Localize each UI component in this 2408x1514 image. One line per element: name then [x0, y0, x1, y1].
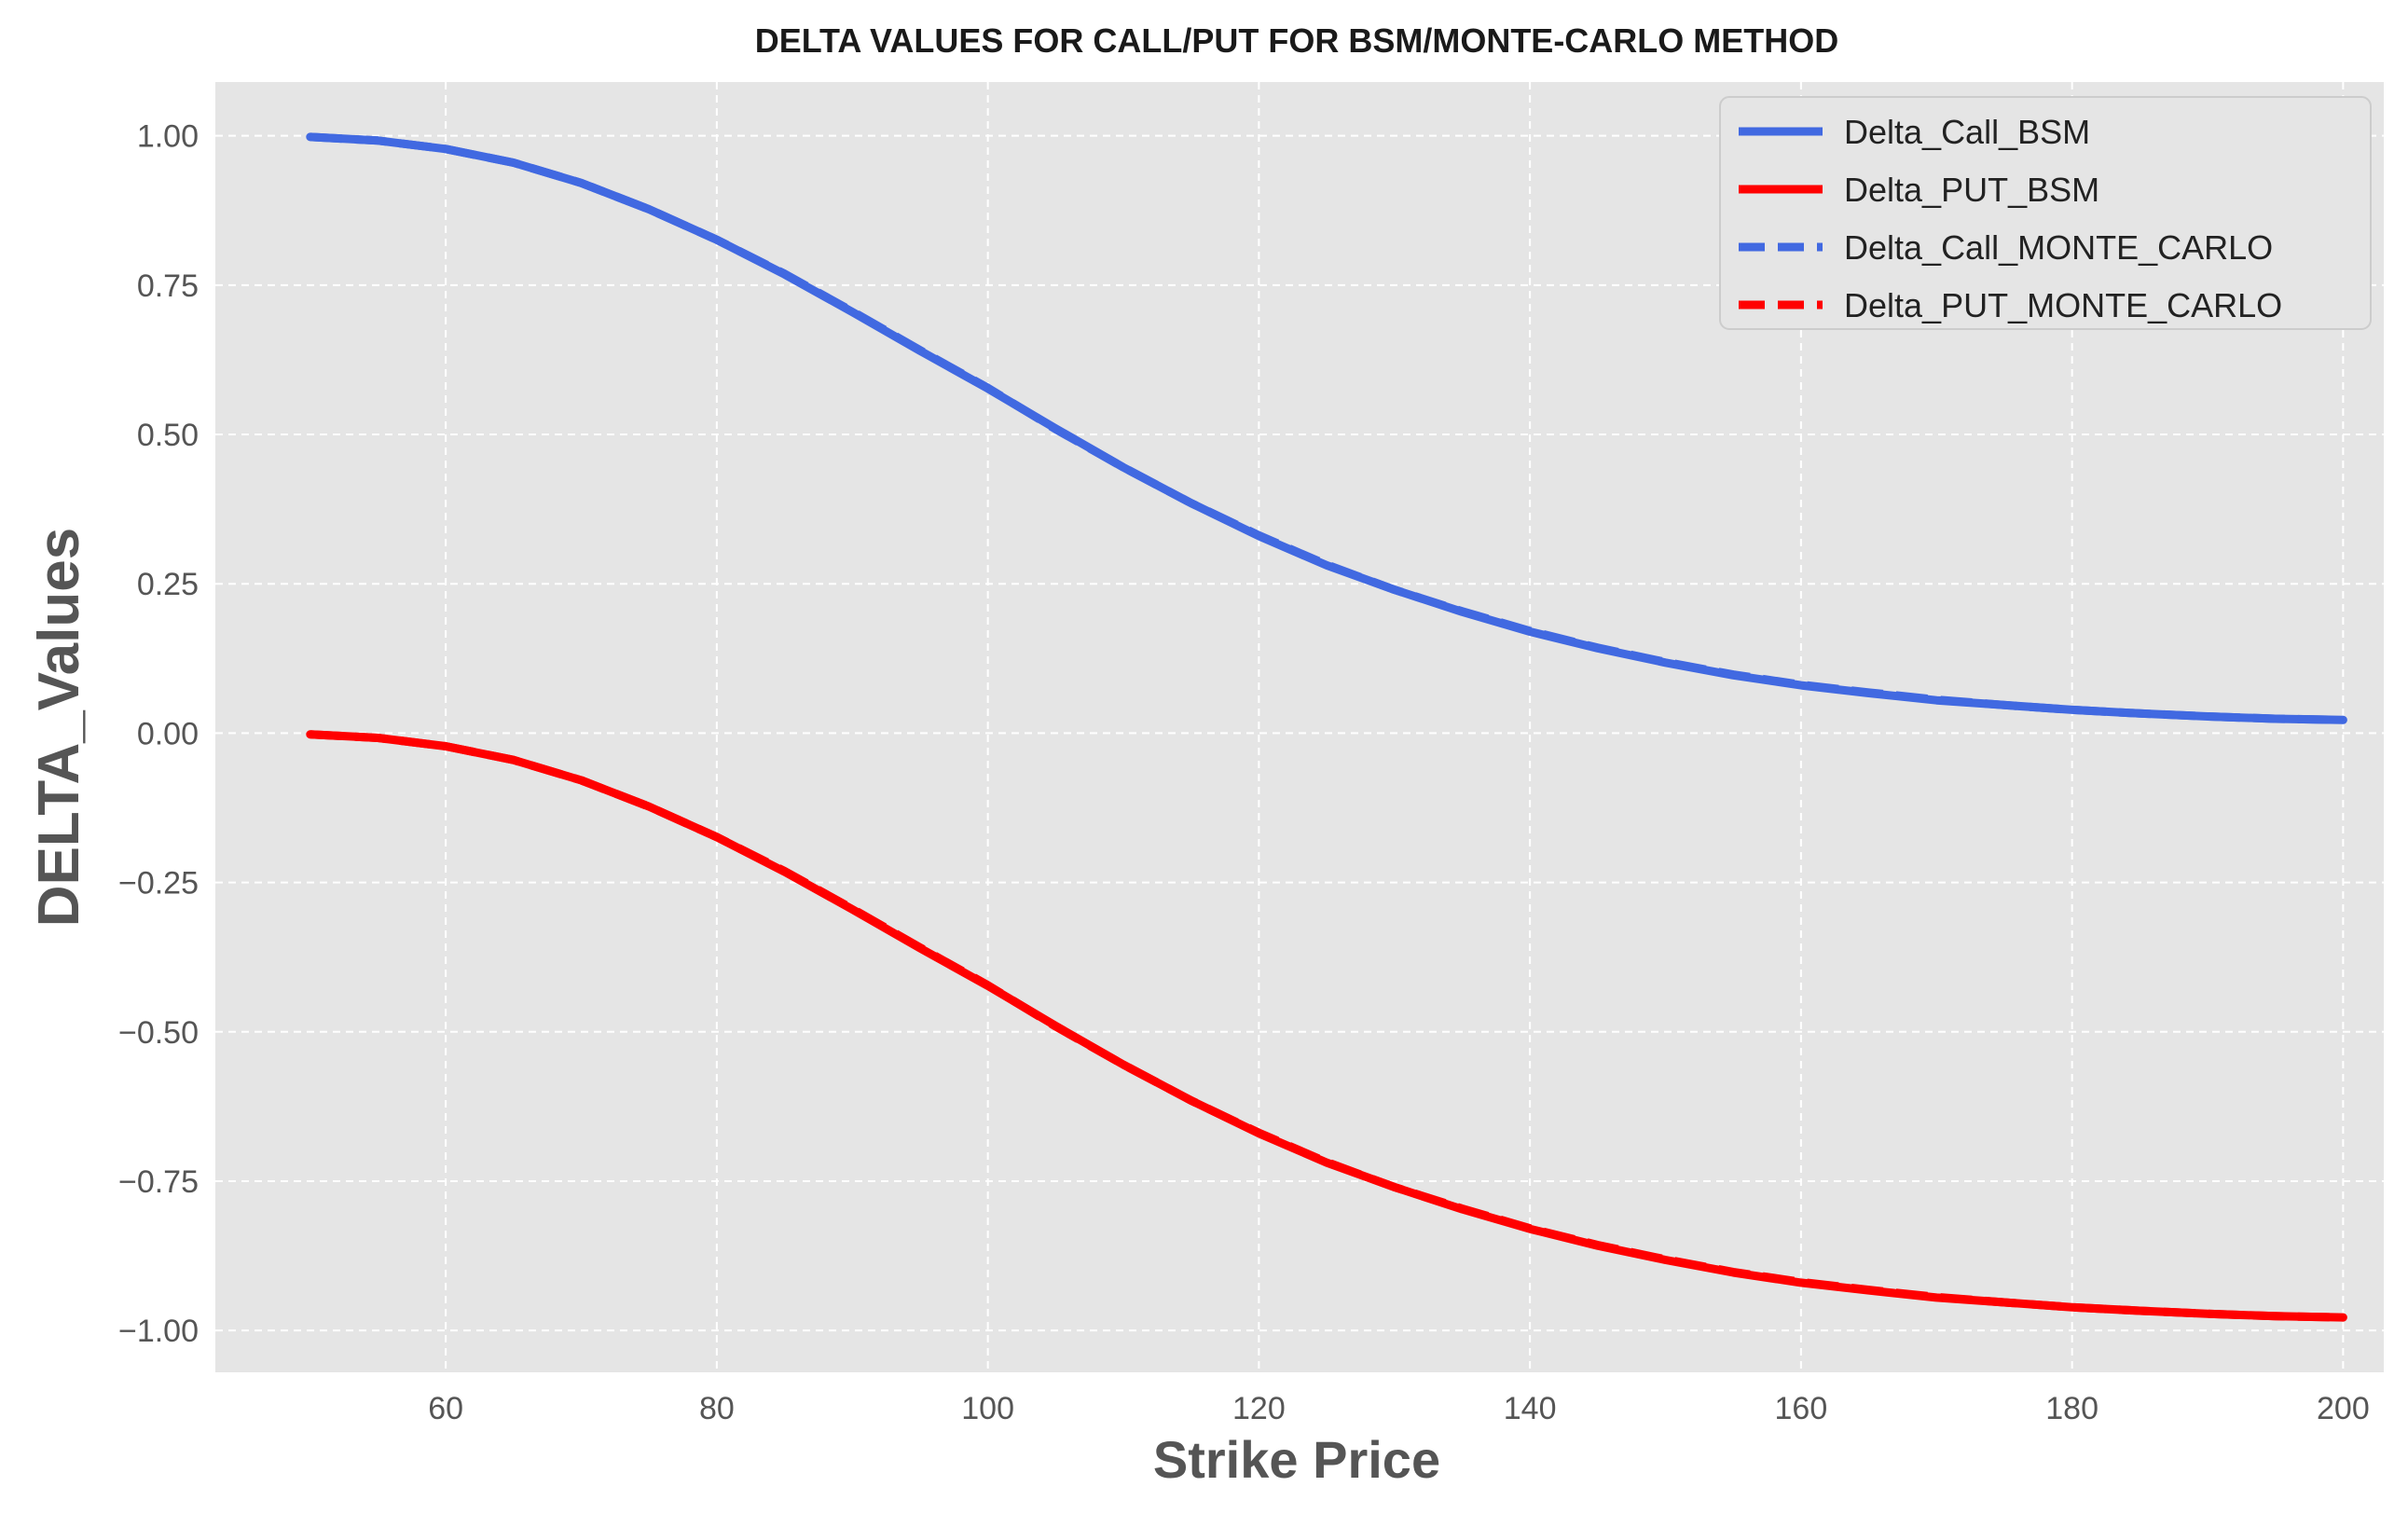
legend-label: Delta_Call_MONTE_CARLO — [1844, 228, 2273, 267]
y-tick-label: 0.50 — [137, 418, 199, 453]
legend: Delta_Call_BSM Delta_PUT_BSM Delta_Call_MO… — [1719, 96, 2372, 330]
x-tick-label: 80 — [699, 1391, 735, 1426]
x-tick-label: 140 — [1504, 1391, 1557, 1426]
series-line-delta-put-monte-carlo — [310, 730, 2344, 1322]
x-tick-label: 100 — [961, 1391, 1014, 1426]
legend-label: Delta_PUT_BSM — [1844, 171, 2099, 209]
legend-label: Delta_PUT_MONTE_CARLO — [1844, 286, 2282, 324]
x-tick-label: 60 — [428, 1391, 463, 1426]
series-lines — [306, 132, 2347, 1322]
y-tick-label: −1.00 — [118, 1314, 199, 1349]
legend-box — [1719, 96, 2372, 330]
x-axis-label: Strike Price — [1153, 1430, 1440, 1489]
y-tick-label: 0.00 — [137, 716, 199, 751]
chart-title: DELTA VALUES FOR CALL/PUT FOR BSM/MONTE-… — [755, 21, 1839, 60]
y-axis-ticks: 1.00 0.75 0.50 0.25 0.00 −0.25 −0.50 −0.75 −1.00 — [118, 119, 199, 1349]
x-axis-ticks: 60 80 100 120 140 160 180 200 — [428, 1391, 2370, 1426]
y-tick-label: −0.25 — [118, 866, 199, 902]
y-tick-label: −0.50 — [118, 1015, 199, 1051]
x-tick-label: 120 — [1232, 1391, 1286, 1426]
x-tick-label: 200 — [2317, 1391, 2370, 1426]
series-line-delta-call-monte-carlo — [310, 132, 2344, 724]
x-tick-label: 160 — [1775, 1391, 1828, 1426]
y-tick-label: 0.75 — [137, 268, 199, 304]
x-tick-label: 180 — [2045, 1391, 2098, 1426]
legend-label: Delta_Call_BSM — [1844, 113, 2090, 151]
y-tick-label: −0.75 — [118, 1164, 199, 1200]
y-tick-label: 1.00 — [137, 119, 199, 155]
y-tick-label: 0.25 — [137, 567, 199, 602]
y-axis-label: DELTA_Values — [27, 528, 91, 927]
